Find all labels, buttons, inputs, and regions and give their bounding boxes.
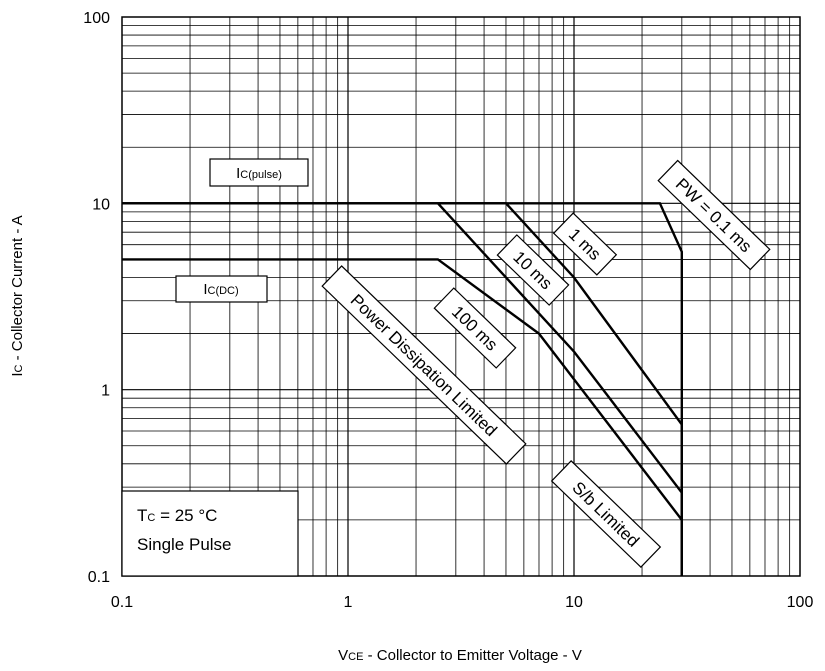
svg-text:TC = 25 °C: TC = 25 °C <box>137 506 217 525</box>
soa-curve-4 <box>122 258 683 576</box>
svg-text:IC(DC): IC(DC) <box>203 281 238 298</box>
sb-limited-label: S/b Limited <box>550 460 662 568</box>
svg-text:PW = 0.1 ms: PW = 0.1 ms <box>672 175 756 257</box>
y-tick-label: 10 <box>92 196 110 213</box>
x-tick-labels: 0.1 1 10 100 <box>111 594 814 611</box>
svg-text:IC(pulse): IC(pulse) <box>236 165 282 182</box>
x-tick-label: 100 <box>787 594 814 611</box>
100ms-label: 100 ms <box>433 287 517 369</box>
y-axis-title: IC - Collector Current - A <box>9 215 26 376</box>
y-tick-labels: 0.1 1 10 100 <box>83 10 110 586</box>
x-tick-label: 0.1 <box>111 594 133 611</box>
x-axis-title: VCE - Collector to Emitter Voltage - V <box>338 647 582 664</box>
grid <box>122 17 800 576</box>
svg-text:S/b Limited: S/b Limited <box>568 478 642 551</box>
x-tick-label: 1 <box>344 594 353 611</box>
x-tick-label: 10 <box>565 594 583 611</box>
ic-dc-label: IC(DC) <box>175 275 268 303</box>
ic-pulse-label: IC(pulse) <box>209 158 309 187</box>
soa-curve-2 <box>122 202 683 576</box>
conditions-box: TC = 25 °C Single Pulse <box>121 490 299 577</box>
y-tick-label: 0.1 <box>88 569 110 586</box>
svg-text:Single Pulse: Single Pulse <box>137 535 232 554</box>
y-tick-label: 100 <box>83 10 110 27</box>
10ms-label: 10 ms <box>496 234 570 306</box>
y-tick-label: 1 <box>101 383 110 400</box>
plot-frame <box>121 16 801 577</box>
pw-label: PW = 0.1 ms <box>657 159 771 271</box>
curves <box>122 202 683 576</box>
